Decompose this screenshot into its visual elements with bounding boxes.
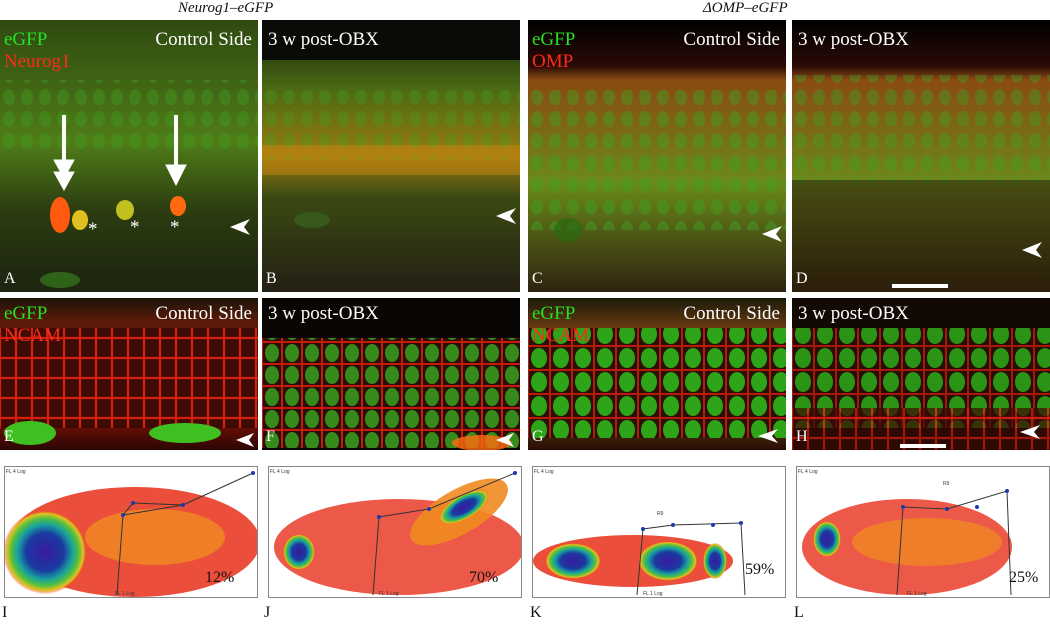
arrowhead-icon — [230, 219, 250, 235]
y-axis-label: FL 4 Log — [270, 469, 290, 475]
flow-plot-i: FL 1 Log FL 4 Log 12% — [4, 466, 258, 598]
arrowhead-icon — [496, 433, 514, 447]
header-omp-egfp: ΔOMP–eGFP — [703, 0, 788, 16]
y-axis-label: FL 4 Log — [798, 469, 818, 475]
gate-label: R9 — [657, 511, 664, 517]
x-axis-label: FL 1 Log — [643, 591, 663, 597]
header-neurog1-egfp: Neurog1–eGFP — [178, 0, 274, 16]
arrow-icon — [165, 115, 187, 187]
label-3w-post-obx: 3 w post-OBX — [798, 303, 909, 324]
arrowhead-icon — [236, 433, 254, 447]
label-3w-post-obx: 3 w post-OBX — [268, 303, 379, 324]
percentage-label: 25% — [1009, 569, 1039, 586]
label-control-side: Control Side — [155, 29, 252, 50]
gate-label: R9 — [943, 481, 950, 487]
panel-a-neurog1-control: eGFP Neurog1 Control Side * * * A — [0, 20, 258, 292]
label-egfp: eGFP — [532, 29, 576, 50]
percentage-label: 12% — [205, 569, 235, 586]
double-arrow-icon — [53, 115, 75, 192]
label-ncam: NCAM — [532, 325, 590, 346]
arrowhead-icon — [496, 208, 516, 224]
arrowhead-icon — [762, 226, 782, 242]
flow-plot-j: FL 1 Log FL 4 Log 70% — [268, 466, 522, 598]
label-control-side: Control Side — [683, 29, 780, 50]
label-control-side: Control Side — [683, 303, 780, 324]
panel-letter-k: K — [530, 604, 542, 621]
x-axis-label: FL 1 Log — [379, 591, 399, 597]
panel-letter-a: A — [4, 270, 16, 287]
label-neurog1: Neurog1 — [4, 51, 71, 72]
panel-b-neurog1-obx: 3 w post-OBX B — [262, 20, 520, 292]
panel-letter-c: C — [532, 270, 543, 287]
arrowhead-icon — [1020, 425, 1040, 439]
panel-letter-l: L — [794, 604, 804, 621]
y-axis-label: FL 4 Log — [6, 469, 26, 475]
flow-plot-k: R9 FL 1 Log FL 4 Log 59% — [532, 466, 786, 598]
panel-letter-e: E — [4, 428, 14, 445]
scale-bar — [900, 444, 946, 448]
percentage-label: 59% — [745, 561, 775, 578]
x-axis-label: FL 1 Log — [907, 591, 927, 597]
panel-d-omp-obx: 3 w post-OBX D — [792, 20, 1050, 292]
asterisk-3: * — [170, 217, 180, 238]
panel-f-ncam-obx: 3 w post-OBX F — [262, 298, 520, 450]
panel-letter-i: I — [2, 604, 8, 621]
arrowhead-icon — [1022, 242, 1042, 258]
panel-letter-d: D — [796, 270, 808, 287]
panel-letter-h: H — [796, 428, 808, 445]
label-omp: OMP — [532, 51, 574, 72]
label-3w-post-obx: 3 w post-OBX — [798, 29, 909, 50]
panel-letter-b: B — [266, 270, 277, 287]
label-3w-post-obx: 3 w post-OBX — [268, 29, 379, 50]
label-egfp: eGFP — [532, 303, 576, 324]
label-ncam: NCAM — [4, 325, 62, 346]
panel-g-ncam-control: eGFP NCAM Control Side G — [528, 298, 786, 450]
panel-h-ncam-obx: 3 w post-OBX H — [792, 298, 1050, 450]
label-control-side: Control Side — [155, 303, 252, 324]
asterisk-1: * — [88, 219, 98, 240]
panel-c-omp-control: eGFP OMP Control Side C — [528, 20, 786, 292]
flow-plot-l: R9 FL 1 Log FL 4 Log 25% — [796, 466, 1050, 598]
panel-letter-f: F — [266, 428, 275, 445]
scale-bar — [892, 284, 948, 288]
x-axis-label: FL 1 Log — [115, 591, 135, 597]
panel-letter-j: J — [264, 604, 271, 621]
label-egfp: eGFP — [4, 29, 48, 50]
panel-e-ncam-control: eGFP NCAM Control Side E — [0, 298, 258, 450]
panel-letter-g: G — [532, 428, 544, 445]
y-axis-label: FL 4 Log — [534, 469, 554, 475]
label-egfp: eGFP — [4, 303, 48, 324]
arrowhead-icon — [758, 429, 778, 443]
asterisk-2: * — [130, 217, 140, 238]
percentage-label: 70% — [469, 569, 499, 586]
